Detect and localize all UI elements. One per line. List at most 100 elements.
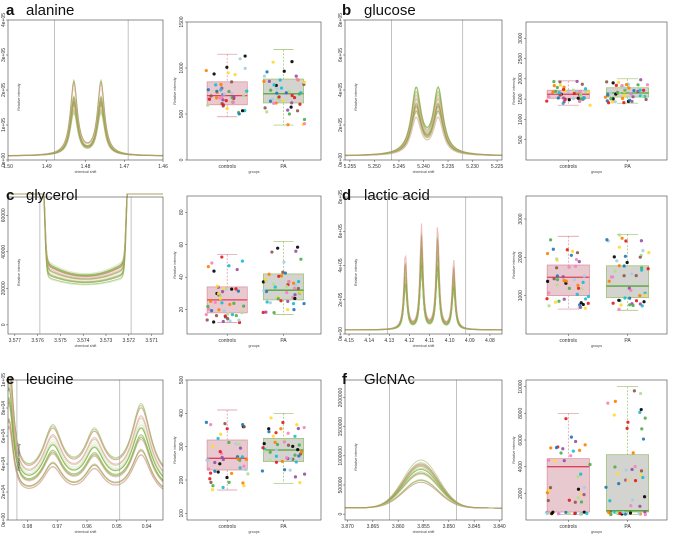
- panel-title: GlcNAc: [364, 371, 415, 388]
- data-point: [268, 99, 273, 103]
- spectrum-trace: [344, 103, 503, 156]
- spectrum-trace: [344, 106, 503, 157]
- data-point: [287, 89, 291, 94]
- data-point: [225, 427, 229, 431]
- y-tick-label: 1500: [179, 16, 185, 27]
- spectrum-trace: [8, 113, 164, 157]
- data-point: [617, 298, 621, 302]
- spectrum-plot-glucose: 5.255 5.250 5.245 5.240 5.235 5.230 5.225 0e+00…: [338, 13, 504, 174]
- data-point: [617, 245, 621, 249]
- data-point: [609, 512, 613, 517]
- data-point: [569, 253, 573, 257]
- data-point: [283, 437, 287, 442]
- data-point: [612, 413, 616, 417]
- data-point: [572, 278, 577, 282]
- data-point: [633, 464, 637, 469]
- data-point: [569, 454, 573, 458]
- data-point: [279, 299, 283, 303]
- data-point: [262, 74, 267, 78]
- data-point: [588, 462, 592, 467]
- data-point: [609, 275, 614, 279]
- data-point: [267, 430, 271, 434]
- x-axis-label: groups: [591, 170, 602, 174]
- spectrum-trace: [345, 480, 502, 509]
- spectrum-trace: [345, 481, 502, 509]
- data-point: [292, 286, 297, 290]
- data-point: [277, 95, 281, 99]
- spectrum-trace: [8, 193, 163, 280]
- data-point: [581, 280, 585, 284]
- x-tick-label: 4.08: [485, 338, 495, 344]
- spectrum-trace: [8, 193, 163, 276]
- data-point: [606, 401, 610, 405]
- data-point: [236, 457, 240, 461]
- spectrum-plot-leucine: 0.98 0.97 0.96 0.95 0.94 0e+00 2e+04 4e+04 6e+04…: [1, 373, 164, 534]
- data-point: [206, 458, 210, 462]
- data-point: [222, 309, 226, 313]
- data-point: [211, 444, 215, 449]
- data-point: [231, 100, 235, 105]
- data-point: [294, 460, 298, 464]
- plot-frame: [7, 19, 164, 161]
- data-point: [265, 300, 269, 304]
- y-tick-label: 300: [179, 442, 185, 451]
- data-point: [244, 467, 248, 472]
- data-point: [629, 504, 633, 508]
- x-tick-label: 3.573: [100, 338, 113, 344]
- category-label: controls: [218, 338, 236, 344]
- data-point: [207, 307, 211, 311]
- x-tick-label: 3.855: [417, 524, 430, 530]
- y-tick-label: 1500000: [338, 417, 344, 437]
- data-point: [637, 511, 641, 515]
- spectrum-trace: [8, 193, 163, 277]
- data-point: [204, 312, 208, 317]
- y-tick-label: 200: [179, 476, 185, 485]
- y-tick-label: 4e+05: [338, 258, 344, 272]
- data-point: [295, 423, 299, 427]
- spectrum-trace: [7, 382, 164, 475]
- y-tick-label: 2e+05: [1, 83, 7, 97]
- data-point: [214, 83, 218, 87]
- spectrum-trace: [7, 79, 164, 156]
- data-point: [620, 236, 624, 240]
- data-point: [608, 91, 613, 95]
- data-point: [289, 457, 293, 461]
- data-point: [629, 288, 633, 292]
- data-point: [630, 272, 634, 276]
- data-point: [271, 434, 275, 438]
- y-axis-label: Relative intensity: [17, 443, 21, 470]
- data-point: [278, 98, 282, 103]
- data-point: [640, 266, 644, 270]
- data-point: [615, 259, 619, 263]
- spectrum-trace: [344, 110, 503, 157]
- y-tick-label: 3000: [518, 213, 524, 224]
- data-point: [238, 446, 243, 450]
- x-tick-label: 0.96: [82, 524, 92, 530]
- data-point: [639, 78, 643, 82]
- data-point: [237, 318, 241, 322]
- data-point: [281, 98, 285, 103]
- spectrum-trace: [8, 376, 164, 465]
- data-point: [225, 65, 229, 69]
- x-tick-label: 1.46: [158, 164, 168, 170]
- x-tick-label: 3.575: [54, 338, 67, 344]
- data-point: [646, 267, 650, 271]
- spectrum-trace: [8, 193, 163, 285]
- data-point: [232, 95, 236, 99]
- data-point: [557, 299, 561, 303]
- data-point: [575, 79, 579, 84]
- spectrum-trace: [7, 112, 164, 157]
- spectrum-trace: [7, 386, 164, 477]
- data-point: [289, 105, 293, 109]
- data-point: [605, 238, 609, 242]
- data-point: [611, 81, 615, 85]
- data-point: [630, 467, 634, 472]
- y-axis-label: Relative intensity: [512, 251, 516, 278]
- data-point: [553, 300, 558, 304]
- spectrum-trace: [7, 403, 164, 483]
- data-point: [623, 512, 627, 516]
- data-point: [272, 310, 276, 315]
- data-point: [271, 60, 275, 64]
- data-point: [567, 265, 571, 269]
